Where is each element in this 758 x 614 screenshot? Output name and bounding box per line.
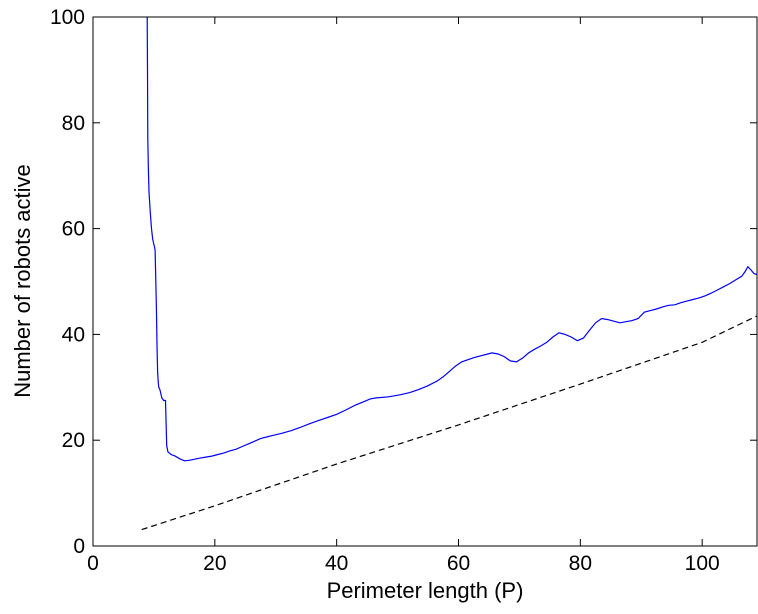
y-tick-label: 40 (62, 323, 85, 346)
y-tick-label: 80 (62, 112, 85, 135)
series-line-dashed (141, 315, 758, 531)
plot-frame (92, 16, 758, 547)
x-tick-label: 100 (685, 552, 720, 575)
y-tick-label: 100 (50, 6, 85, 29)
x-tick-label: 80 (569, 552, 592, 575)
series-line-solid (146, 16, 758, 462)
x-tick-label: 60 (447, 552, 470, 575)
series-layer (141, 16, 758, 531)
x-tick-label: 0 (87, 552, 99, 575)
x-axis-label: Perimeter length (P) (327, 578, 524, 603)
ticks-layer: 0 20 40 60 80 100 0 20 40 60 80 100 (50, 6, 757, 575)
x-tick-label: 20 (203, 552, 226, 575)
y-tick-label: 20 (62, 429, 85, 452)
y-tick-label: 0 (73, 535, 85, 558)
x-tick-label: 40 (325, 552, 348, 575)
plot-background (93, 17, 757, 546)
y-tick-label: 60 (62, 218, 85, 241)
y-axis-label: Number of robots active (10, 164, 35, 398)
